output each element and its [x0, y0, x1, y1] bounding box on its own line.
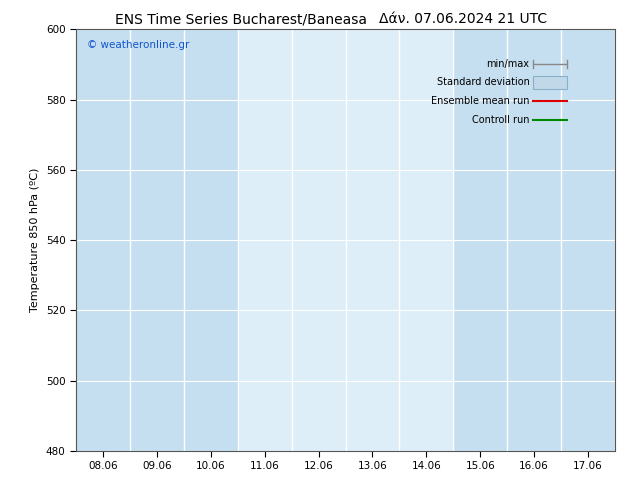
Text: © weatheronline.gr: © weatheronline.gr [87, 40, 189, 50]
Text: Controll run: Controll run [472, 115, 529, 124]
Text: Standard deviation: Standard deviation [437, 77, 529, 87]
Y-axis label: Temperature 850 hPa (ºC): Temperature 850 hPa (ºC) [30, 168, 41, 312]
Text: Ensemble mean run: Ensemble mean run [431, 96, 529, 106]
Text: ENS Time Series Bucharest/Baneasa: ENS Time Series Bucharest/Baneasa [115, 12, 367, 26]
Text: Δάν. 07.06.2024 21 UTC: Δάν. 07.06.2024 21 UTC [378, 12, 547, 26]
Bar [507, 29, 561, 451]
Bar [561, 29, 615, 451]
Bar [453, 29, 507, 451]
Bar [130, 29, 184, 451]
Bar [76, 29, 130, 451]
Bar [184, 29, 238, 451]
Bar [533, 76, 567, 89]
Text: min/max: min/max [486, 59, 529, 69]
